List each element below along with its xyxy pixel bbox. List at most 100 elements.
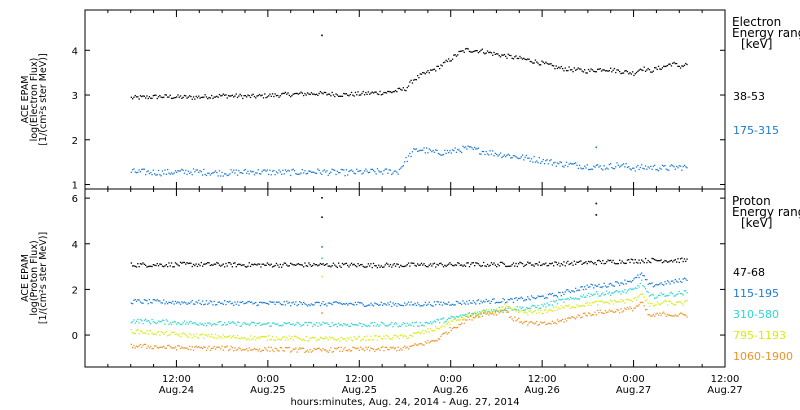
data-point bbox=[243, 169, 245, 171]
data-point bbox=[186, 321, 188, 323]
data-point bbox=[673, 61, 675, 64]
data-point bbox=[674, 304, 676, 306]
data-point bbox=[520, 296, 522, 298]
data-point bbox=[502, 54, 504, 56]
data-point bbox=[322, 301, 324, 303]
data-point bbox=[429, 340, 432, 343]
data-point bbox=[196, 346, 199, 349]
data-point bbox=[644, 165, 647, 167]
data-point bbox=[595, 164, 597, 166]
data-point bbox=[523, 300, 525, 302]
data-point bbox=[668, 261, 670, 263]
data-point bbox=[187, 323, 189, 325]
data-point bbox=[527, 261, 529, 263]
data-point bbox=[682, 260, 684, 263]
data-point bbox=[344, 346, 346, 349]
data-point bbox=[330, 347, 332, 349]
data-point bbox=[621, 72, 623, 74]
data-point bbox=[505, 309, 507, 312]
data-point bbox=[648, 305, 651, 307]
data-point bbox=[253, 263, 256, 265]
data-point bbox=[457, 326, 459, 328]
data-point bbox=[242, 337, 244, 340]
data-point bbox=[664, 65, 666, 68]
y-axis-label: log(Electron Flux) bbox=[29, 58, 40, 142]
data-point bbox=[474, 50, 476, 52]
data-point bbox=[436, 318, 438, 321]
data-point bbox=[672, 261, 674, 263]
data-point bbox=[348, 303, 350, 305]
data-point bbox=[490, 262, 493, 264]
data-point bbox=[378, 304, 380, 306]
data-point bbox=[239, 301, 241, 303]
data-point bbox=[432, 68, 434, 71]
data-point bbox=[619, 291, 621, 293]
data-point bbox=[143, 263, 145, 265]
data-point bbox=[190, 262, 192, 264]
data-point bbox=[397, 263, 399, 266]
data-point bbox=[595, 285, 597, 287]
data-point bbox=[363, 324, 366, 326]
data-point bbox=[157, 96, 160, 98]
data-point bbox=[253, 322, 256, 324]
data-point bbox=[218, 301, 221, 303]
data-point bbox=[585, 72, 587, 74]
data-point bbox=[674, 314, 676, 316]
data-point bbox=[678, 65, 680, 67]
data-point bbox=[444, 149, 446, 151]
data-point bbox=[622, 72, 625, 74]
data-point bbox=[610, 310, 612, 312]
data-point bbox=[284, 169, 287, 171]
data-point bbox=[646, 299, 648, 301]
data-point bbox=[546, 62, 548, 65]
data-point bbox=[198, 337, 200, 339]
data-point bbox=[493, 314, 495, 316]
data-point bbox=[366, 170, 368, 172]
data-point bbox=[569, 162, 572, 164]
data-point bbox=[388, 91, 390, 93]
data-point bbox=[291, 94, 293, 97]
data-point bbox=[214, 348, 217, 350]
data-point bbox=[376, 323, 379, 325]
data-point bbox=[321, 263, 323, 266]
data-point bbox=[357, 170, 359, 173]
data-point bbox=[159, 300, 161, 302]
data-point bbox=[387, 325, 389, 327]
data-point bbox=[301, 324, 303, 326]
data-point bbox=[582, 294, 585, 296]
data-point bbox=[572, 290, 574, 292]
data-point bbox=[650, 315, 652, 317]
data-point bbox=[295, 172, 297, 175]
data-point bbox=[283, 322, 285, 324]
data-point bbox=[249, 96, 252, 99]
data-point bbox=[167, 168, 169, 171]
data-point bbox=[310, 322, 313, 324]
data-point bbox=[554, 261, 556, 263]
data-point bbox=[393, 323, 395, 325]
data-point bbox=[479, 316, 481, 318]
data-point bbox=[287, 92, 289, 94]
data-point bbox=[244, 266, 246, 268]
data-point bbox=[231, 171, 233, 173]
data-point bbox=[449, 317, 451, 319]
data-point bbox=[457, 316, 459, 318]
data-point bbox=[411, 151, 414, 153]
data-point bbox=[420, 305, 423, 307]
data-point bbox=[230, 169, 232, 171]
data-point bbox=[274, 303, 276, 305]
data-point bbox=[639, 293, 641, 296]
data-point bbox=[490, 308, 493, 310]
data-point bbox=[336, 94, 338, 96]
data-point bbox=[577, 167, 579, 170]
data-point bbox=[393, 334, 395, 337]
data-point bbox=[567, 305, 569, 308]
data-point bbox=[323, 264, 325, 266]
data-point bbox=[683, 64, 686, 66]
data-point bbox=[154, 321, 156, 323]
data-point bbox=[240, 264, 243, 267]
data-point bbox=[471, 313, 473, 315]
data-point bbox=[472, 148, 474, 151]
data-point bbox=[593, 287, 595, 289]
data-point bbox=[598, 295, 600, 297]
data-point bbox=[141, 320, 143, 322]
